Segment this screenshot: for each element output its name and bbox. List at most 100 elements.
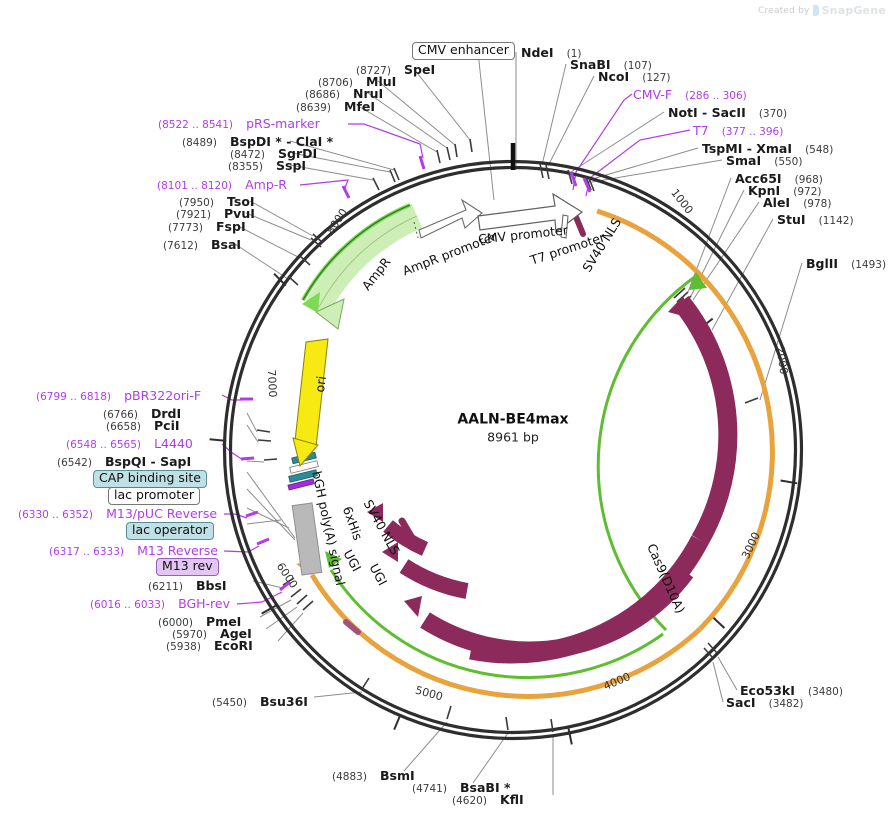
primer-name: BGH-rev bbox=[178, 596, 230, 611]
enzyme-name: TspMI - XmaI bbox=[702, 141, 792, 156]
enzyme-label-smai[interactable]: SmaI (550) bbox=[726, 152, 802, 168]
boxed-label-cmv-enhancer[interactable]: CMV enhancer bbox=[412, 42, 515, 60]
enzyme-label-alei[interactable]: AleI (978) bbox=[763, 194, 831, 210]
cmv-promoter-feature bbox=[477, 192, 584, 234]
watermark-brand: SnapGene bbox=[821, 4, 886, 17]
enzyme-label-bsu36i[interactable]: (5450) Bsu36I bbox=[212, 693, 308, 709]
enzyme-label-pvui[interactable]: (7921) PvuI bbox=[176, 205, 255, 221]
enzyme-label-bspqi-sapi[interactable]: (6542) BspQI - SapI bbox=[57, 453, 191, 469]
enzyme-label-bglii[interactable]: BglII (1493) bbox=[806, 255, 886, 271]
primer-position: (6330 .. 6352) bbox=[18, 509, 93, 521]
enzyme-label-ncoi[interactable]: NcoI (127) bbox=[598, 68, 670, 84]
primer-label-m13-puc-reverse[interactable]: (6330 .. 6352) M13/pUC Reverse bbox=[18, 505, 217, 521]
enzyme-label-mfei[interactable]: (8639) MfeI bbox=[296, 98, 375, 114]
enzyme-label-pmei[interactable]: (6000) PmeI bbox=[158, 613, 241, 629]
cas9d10a-segment bbox=[420, 566, 694, 660]
enzyme-label-saci[interactable]: SacI (3482) bbox=[726, 694, 804, 710]
ampr-feature bbox=[305, 198, 483, 330]
enzyme-label-noti-sacii[interactable]: NotI - SacII (370) bbox=[668, 104, 787, 120]
green-arc-arrowhead-top bbox=[689, 272, 707, 290]
enzyme-label-fspi[interactable]: (7773) FspI bbox=[168, 218, 246, 234]
boxed-label-cap-binding-site[interactable]: CAP binding site bbox=[93, 470, 207, 488]
enzyme-name: NruI bbox=[353, 86, 384, 101]
enzyme-position: (8706) bbox=[318, 77, 353, 89]
enzyme-name: MfeI bbox=[344, 99, 376, 114]
t7-promoter-feature bbox=[560, 214, 569, 239]
enzyme-label-spei[interactable]: (8727) SpeI bbox=[356, 61, 435, 77]
enzyme-label-acc65i[interactable]: Acc65I (968) bbox=[735, 170, 823, 186]
plasmid-name: AALN-BE4max bbox=[457, 411, 569, 428]
primer-label-t7[interactable]: T7 (377 .. 396) bbox=[693, 122, 783, 138]
enzyme-label-bspdi-clai[interactable]: (8489) BspDI * - ClaI * bbox=[182, 133, 333, 149]
enzyme-name: NcoI bbox=[598, 69, 630, 84]
enzyme-position: (4883) bbox=[332, 771, 367, 783]
enzyme-label-ndei[interactable]: NdeI (1) bbox=[521, 44, 582, 60]
boxed-label-m13-rev[interactable]: M13 rev bbox=[156, 558, 219, 576]
primer-name: M13 Reverse bbox=[137, 543, 219, 558]
enzyme-position: (7950) bbox=[179, 197, 214, 209]
primer-label-cmv-f[interactable]: CMV-F (286 .. 306) bbox=[633, 86, 747, 102]
enzyme-label-tsoi[interactable]: (7950) TsoI bbox=[179, 193, 255, 209]
snapgene-watermark: Created by SnapGene bbox=[758, 4, 886, 17]
primer-label-prs-marker[interactable]: (8522 .. 8541) pRS-marker bbox=[158, 115, 320, 131]
enzyme-position: (127) bbox=[642, 72, 671, 84]
green-arc-right bbox=[596, 274, 697, 632]
enzyme-label-mlui[interactable]: (8706) MluI bbox=[318, 73, 396, 89]
ruler-label-7000: 7000 bbox=[264, 369, 280, 398]
enzyme-label-eco53ki[interactable]: Eco53kI (3480) bbox=[740, 682, 843, 698]
enzyme-position: (107) bbox=[623, 60, 652, 72]
enzyme-position: (968) bbox=[794, 174, 823, 186]
enzyme-name: PciI bbox=[154, 418, 180, 433]
watermark-prefix: Created by bbox=[758, 5, 810, 16]
enzyme-label-bsai[interactable]: (7612) BsaI bbox=[163, 236, 241, 252]
enzyme-label-kpni[interactable]: KpnI (972) bbox=[748, 182, 822, 198]
primer-label-l4440[interactable]: (6548 .. 6565) L4440 bbox=[66, 435, 193, 451]
primer-label-bgh-rev[interactable]: (6016 .. 6033) BGH-rev bbox=[90, 595, 230, 611]
cas9-arrowhead-1 bbox=[668, 296, 694, 319]
enzyme-label-snabi[interactable]: SnaBI (107) bbox=[570, 56, 652, 72]
enzyme-label-pcii[interactable]: (6658) PciI bbox=[106, 417, 180, 433]
enzyme-label-bsmi[interactable]: (4883) BsmI bbox=[332, 767, 415, 783]
enzyme-name: BsaI bbox=[211, 237, 242, 252]
enzyme-name: AgeI bbox=[220, 626, 252, 641]
enzyme-label-nrui[interactable]: (8686) NruI bbox=[305, 85, 383, 101]
enzyme-label-ecori[interactable]: (5938) EcoRI bbox=[166, 637, 253, 653]
enzyme-label-bbsi[interactable]: (6211) BbsI bbox=[148, 577, 227, 593]
enzyme-name: KpnI bbox=[748, 183, 781, 198]
feature-label-ori[interactable]: ori bbox=[311, 375, 329, 394]
ampr-green-outline-dark bbox=[302, 204, 411, 301]
primer-name: pBR322ori-F bbox=[124, 388, 202, 403]
primer-label-m13-reverse[interactable]: (6317 .. 6333) M13 Reverse bbox=[49, 542, 218, 558]
boxed-label-lac-operator[interactable]: lac operator bbox=[126, 522, 214, 540]
enzyme-label-kfli[interactable]: (4620) KflI bbox=[452, 791, 524, 807]
enzyme-label-stui[interactable]: StuI (1142) bbox=[777, 211, 854, 227]
enzyme-label-agei[interactable]: (5970) AgeI bbox=[172, 625, 252, 641]
ugi-segment-1 bbox=[399, 559, 469, 599]
primer-name: T7 bbox=[693, 123, 709, 138]
enzyme-position: (550) bbox=[774, 156, 803, 168]
enzyme-position: (7612) bbox=[163, 240, 198, 252]
cas9-segment-1 bbox=[673, 296, 738, 545]
primer-position: (6548 .. 6565) bbox=[66, 439, 141, 451]
enzyme-position: (3482) bbox=[768, 698, 804, 710]
enzyme-position: (972) bbox=[793, 186, 822, 198]
enzyme-name: SmaI bbox=[726, 153, 762, 168]
enzyme-label-sspi[interactable]: (8355) SspI bbox=[228, 157, 306, 173]
enzyme-position: (6542) bbox=[57, 457, 92, 469]
enzyme-label-tspmi-xmai[interactable]: TspMI - XmaI (548) bbox=[702, 140, 833, 156]
enzyme-label-bsabi[interactable]: (4741) BsaBI * bbox=[412, 779, 511, 795]
enzyme-position: (4620) bbox=[452, 795, 487, 807]
primer-name: pRS-marker bbox=[246, 116, 320, 131]
enzyme-name: SspI bbox=[276, 158, 307, 173]
enzyme-name: BsmI bbox=[380, 768, 415, 783]
enzyme-name: FspI bbox=[216, 219, 246, 234]
enzyme-label-sgrdi[interactable]: (8472) SgrDI bbox=[230, 145, 317, 161]
primer-label-amp-r[interactable]: (8101 .. 8120) Amp-R bbox=[157, 176, 287, 192]
boxed-label-lac-promoter[interactable]: lac promoter bbox=[108, 487, 200, 505]
green-arc-arrowhead-left bbox=[325, 551, 342, 568]
enzyme-name: SacI bbox=[726, 695, 756, 710]
enzyme-position: (6211) bbox=[148, 581, 183, 593]
enzyme-position: (6658) bbox=[106, 421, 141, 433]
primer-label-pbr322ori-f[interactable]: (6799 .. 6818) pBR322ori-F bbox=[36, 387, 201, 403]
enzyme-label-drdi[interactable]: (6766) DrdI bbox=[103, 405, 181, 421]
